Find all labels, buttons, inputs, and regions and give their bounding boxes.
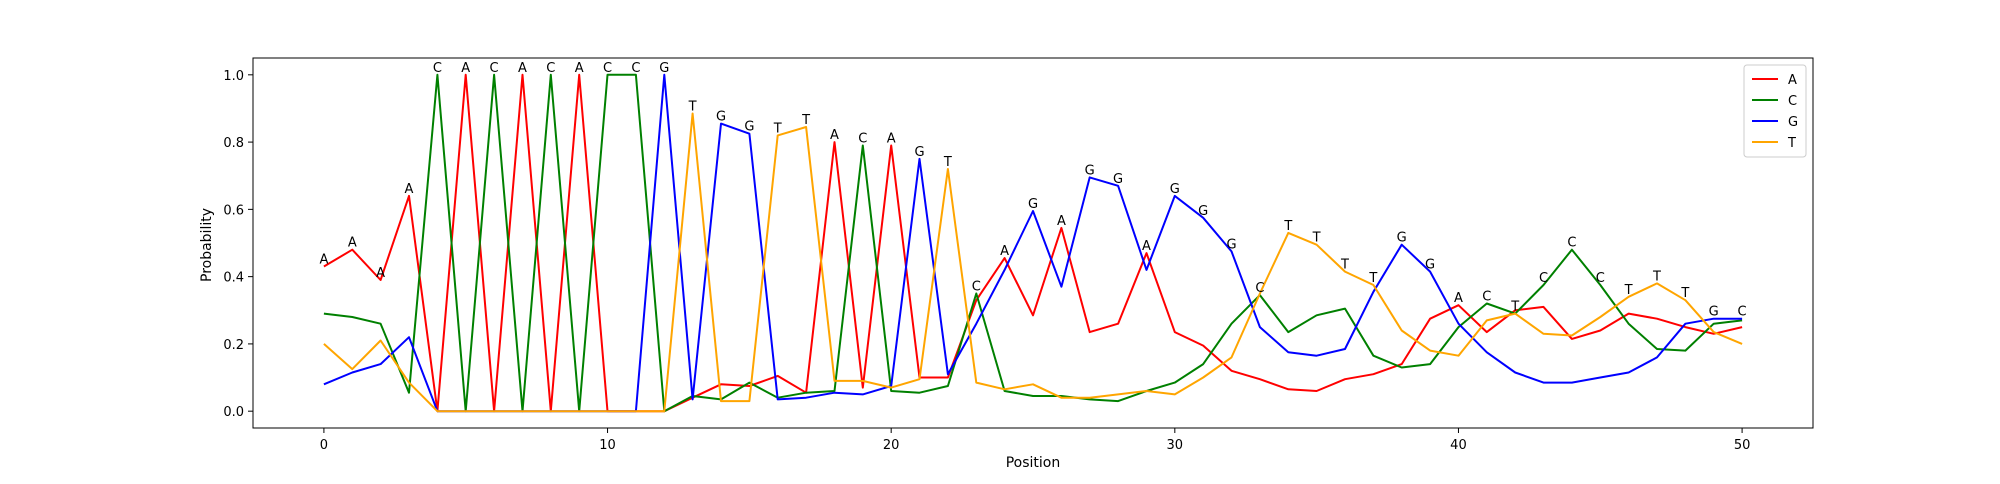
- data-label: T: [688, 100, 697, 115]
- data-label: A: [518, 61, 527, 76]
- x-tick-label: 10: [599, 438, 616, 453]
- data-label: G: [1709, 305, 1719, 320]
- series-line-T: [323, 112, 1743, 413]
- data-label: C: [433, 61, 442, 76]
- data-label: T: [1510, 300, 1519, 315]
- axes: 0 10 20 30 40 50 0.0 0.2 0.4 0.6 0.8 1.0: [223, 57, 1814, 453]
- data-label: C: [603, 61, 612, 76]
- data-label: T: [1680, 286, 1689, 301]
- series-line-A: [323, 73, 1743, 413]
- data-label: A: [830, 128, 839, 143]
- data-label: C: [1596, 271, 1605, 286]
- y-axis-label: Probability: [199, 208, 215, 282]
- y-tick-label: 0.6: [223, 203, 244, 218]
- y-tick-label: 0.2: [223, 338, 244, 353]
- x-tick-label: 40: [1450, 438, 1467, 453]
- data-label: A: [461, 61, 470, 76]
- data-label: A: [1454, 291, 1463, 306]
- x-tick-label: 30: [1167, 438, 1184, 453]
- data-label: G: [1085, 163, 1095, 178]
- data-label: T: [1312, 231, 1321, 246]
- data-label: T: [943, 155, 952, 170]
- data-label: T: [1340, 258, 1349, 273]
- legend-label-T: T: [1787, 136, 1796, 151]
- data-label: G: [1397, 231, 1407, 246]
- legend-label-G: G: [1788, 115, 1798, 130]
- data-label: G: [1113, 172, 1123, 187]
- data-label: T: [773, 121, 782, 136]
- x-axis-label: Position: [1006, 455, 1061, 471]
- data-label: C: [1567, 236, 1576, 251]
- data-label: G: [1028, 197, 1038, 212]
- data-label: G: [914, 145, 924, 160]
- data-label: C: [490, 61, 499, 76]
- data-label: G: [716, 110, 726, 125]
- data-label: C: [631, 61, 640, 76]
- data-label: G: [744, 120, 754, 135]
- data-label: G: [1170, 182, 1180, 197]
- data-label: A: [1142, 239, 1151, 254]
- y-tick-label: 0.4: [223, 271, 244, 286]
- x-tick-label: 0: [320, 438, 328, 453]
- data-label: G: [659, 61, 669, 76]
- data-area: [323, 73, 1743, 413]
- data-label: C: [1539, 271, 1548, 286]
- legend-label-C: C: [1788, 94, 1797, 109]
- data-label: G: [1198, 204, 1208, 219]
- data-label: G: [1226, 237, 1236, 252]
- plot-frame: [252, 57, 1814, 429]
- data-label: A: [575, 61, 584, 76]
- data-label: A: [887, 132, 896, 147]
- legend-label-A: A: [1788, 73, 1797, 88]
- data-label: A: [1000, 244, 1009, 259]
- data-label: A: [405, 182, 414, 197]
- data-label: T: [1624, 283, 1633, 298]
- data-label: T: [1368, 271, 1377, 286]
- x-tick-label: 50: [1734, 438, 1751, 453]
- x-tick-label: 20: [883, 438, 900, 453]
- data-label: C: [858, 132, 867, 147]
- data-label: C: [1738, 305, 1747, 320]
- y-tick-label: 0.8: [223, 136, 244, 151]
- data-label: T: [1652, 269, 1661, 284]
- series-line-C: [323, 73, 1743, 413]
- data-label: A: [348, 236, 357, 251]
- y-tick-label: 1.0: [223, 69, 244, 84]
- data-label: A: [319, 253, 328, 268]
- data-labels: A A A A C A C A C A C C G T G G T T A C A G T C A G A G G A G G G C T T T T G G…: [319, 61, 1746, 320]
- data-label: A: [376, 266, 385, 281]
- data-label: C: [1482, 290, 1491, 305]
- data-label: C: [972, 280, 981, 295]
- y-tick-label: 0.0: [223, 405, 244, 420]
- data-label: T: [801, 113, 810, 128]
- legend-box: [1743, 64, 1807, 158]
- data-label: A: [1057, 214, 1066, 229]
- data-label: C: [546, 61, 555, 76]
- data-label: T: [1283, 219, 1292, 234]
- data-label: G: [1425, 258, 1435, 273]
- data-label: C: [1255, 281, 1264, 296]
